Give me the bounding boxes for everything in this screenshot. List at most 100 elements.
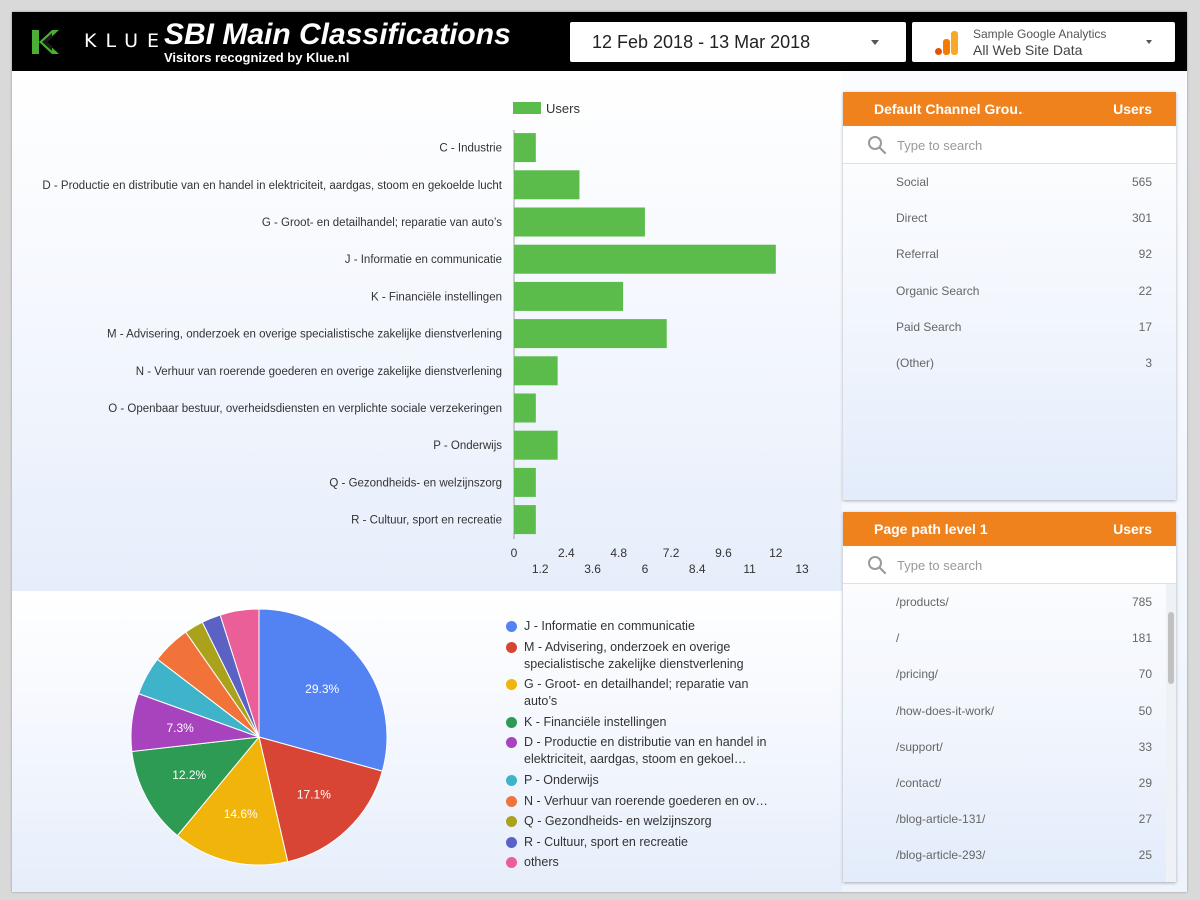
bar[interactable] [514,244,776,274]
legend-label: P - Onderwijs [524,772,599,787]
x-tick-label: 0 [511,546,518,560]
scrollbar-thumb[interactable] [1168,612,1174,684]
legend-label: Q - Gezondheids- en welzijnszorg [524,814,712,829]
bar[interactable] [514,356,558,386]
bar-category-label: P - Onderwijs [433,440,502,452]
chevron-down-icon [871,40,879,45]
report-subtitle: Visitors recognized by Klue.nl [164,50,350,65]
users-column-header[interactable]: Users [1113,101,1152,117]
bar-chart[interactable]: Users C - Industrie D - Productie en dist… [42,101,809,576]
bar[interactable] [514,505,536,535]
legend-color-dot [506,679,517,691]
bar-category-label: J - Informatie en communicatie [345,254,502,266]
channel-column-header[interactable]: Default Channel Grou… [874,101,1024,117]
chevron-down-icon [1146,40,1152,44]
row-dimension-value: Social [896,175,929,189]
bar[interactable] [514,393,536,423]
page-path-table-header[interactable]: Page path level 1 Users [843,512,1176,546]
bar[interactable] [514,430,558,460]
pie-legend-item[interactable]: M - Advisering, onderzoek en overige spe… [506,639,776,673]
klue-logo: KLUE [30,28,159,56]
table-row[interactable]: Social 565 [843,164,1176,200]
table-row[interactable]: /pricing/70 [843,656,1176,692]
channel-search-input[interactable] [895,134,1135,156]
row-metric-value: 785 [1131,595,1152,609]
bar-category-label: K - Financiële instellingen [371,291,502,303]
pie-legend-item[interactable]: others [506,854,776,871]
channel-rows: Social 565 Direct 301 Referral 92 Organic Sear… [843,164,1176,381]
legend-color-dot [506,716,517,728]
table-row[interactable]: / 181 [843,620,1176,656]
legend-color-dot [506,621,517,632]
google-analytics-icon [935,31,958,55]
bar-chart-background [12,71,842,591]
klue-logo-icon [32,30,59,54]
page-path-scrollbar[interactable] [1166,584,1176,882]
row-dimension-value: Organic Search [896,283,980,298]
bar[interactable] [514,207,645,237]
row-metric-value: 25 [1138,848,1152,863]
pie-legend-item[interactable]: J - Informatie en communicatie [506,618,776,635]
row-dimension-value: /contact/ [896,775,942,790]
pie-legend-item[interactable]: N - Verhuur van roerende goederen en ov… [506,793,776,810]
x-tick-label: 1.2 [532,562,549,576]
pie-slice[interactable] [176,735,289,866]
table-row[interactable]: Paid Search 17 [843,309,1176,345]
table-row[interactable]: /how-does-it-work/50 [843,693,1176,729]
row-dimension-value: /products/ [896,595,949,609]
pie-slice-label: 12.2% [172,768,206,782]
table-row[interactable]: Organic Search 22 [843,273,1176,309]
row-metric-value: 33 [1138,739,1152,754]
page-path-search-input[interactable] [895,554,1135,576]
page-path-search [843,546,1176,584]
bar-legend-label: Users [546,101,580,116]
data-source-picker[interactable]: Sample Google Analytics All Web Site Dat… [912,22,1175,62]
row-dimension-value: /how-does-it-work/ [896,703,995,718]
legend-color-dot [506,795,517,807]
table-row[interactable]: Referral 92 [843,236,1176,272]
page-path-table: Page path level 1 Users /products/785 / 18… [843,512,1176,882]
channel-table: Default Channel Grou… Users Social 565 Dir… [843,92,1176,500]
date-range-picker[interactable]: 12 Feb 2018 - 13 Mar 2018 [570,22,906,62]
bar-category-label: C - Industrie [439,143,502,155]
pie-slice[interactable] [258,608,388,772]
pie-slice[interactable] [219,608,260,738]
pie-slice[interactable] [131,736,261,837]
pie-legend-item[interactable]: R - Cultuur, sport en recreatie [506,834,776,851]
report-header: KLUE SBI Main Classifications Visitors r… [12,12,1187,71]
bar[interactable] [514,133,536,163]
row-metric-value: 301 [1131,211,1152,226]
pie-legend-item[interactable]: P - Onderwijs [506,772,776,789]
bar[interactable] [514,281,624,311]
pie-legend-item[interactable]: D - Productie en distributie van en hand… [506,734,776,768]
table-row[interactable]: /products/785 [843,584,1176,620]
pie-slice[interactable] [258,736,383,863]
pie-legend-item[interactable]: Q - Gezondheids- en welzijnszorg [506,813,776,830]
pie-legend-item[interactable]: G - Groot- en detailhandel; reparatie va… [506,676,776,710]
channel-table-header[interactable]: Default Channel Grou… Users [843,92,1176,126]
x-tick-label: 4.8 [610,546,627,560]
table-row[interactable]: /contact/29 [843,765,1176,801]
pie-chart[interactable]: 29.3% 17.1% 14.6% 12.2% 7.3% [130,608,388,866]
page-path-column-header[interactable]: Page path level 1 [874,521,988,537]
row-dimension-value: /pricing/ [896,667,939,682]
row-dimension-value: Paid Search [896,319,962,334]
table-row[interactable]: Direct 301 [843,200,1176,236]
table-row[interactable]: /support/33 [843,729,1176,765]
legend-label: R - Cultuur, sport en recreatie [524,834,688,849]
row-metric-value: 17 [1138,319,1152,334]
pie-legend: J - Informatie en communicatie M - Advise… [506,618,776,875]
users-column-header[interactable]: Users [1113,521,1152,537]
table-row[interactable]: /blog-article-293/25 [843,837,1176,873]
pie-legend-item[interactable]: K - Financiële instellingen [506,714,776,731]
bar[interactable] [514,467,536,497]
report-title: SBI Main Classifications [164,18,511,51]
table-row[interactable]: (Other) 3 [843,345,1176,381]
x-tick-label: 12 [769,546,783,560]
legend-label: K - Financiële instellingen [524,714,667,729]
table-row[interactable]: /blog-article-131/27 [843,801,1176,837]
page-path-rows: /products/785 / 181/pricing/70/how-does-it… [843,584,1176,874]
bar[interactable] [514,170,580,200]
row-metric-value: 181 [1131,631,1152,646]
bar[interactable] [514,319,667,349]
